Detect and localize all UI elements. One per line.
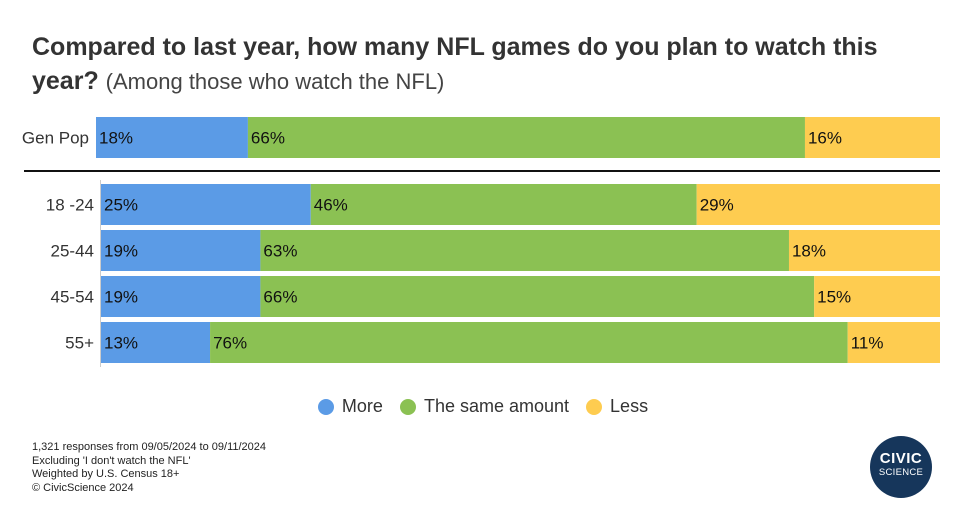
data-label-gen-pop-series-0: 18% (99, 129, 133, 148)
bar-gen-pop-series-0 (96, 117, 248, 158)
data-label-45-54-series-1: 66% (263, 288, 297, 307)
stacked-bar-chart: 18% 66% 16% Gen Pop 25% 46% 29% 18 -24 19% 63% 18%… (22, 117, 940, 367)
bar-25-44-series-0 (101, 230, 261, 271)
bar-18-24-series-1 (310, 184, 697, 225)
legend-label-same: The same amount (423, 396, 570, 416)
category-label-55: 55+ (65, 334, 94, 353)
legend-item-less: Less (586, 396, 648, 417)
bar-55-series-2 (847, 322, 940, 363)
legend-swatch-less (586, 398, 603, 415)
category-label-25-44: 25-44 (51, 242, 94, 261)
data-label-55-series-2: 11% (851, 334, 884, 353)
bar-18-24-series-0 (101, 184, 311, 225)
data-label-55-series-1: 76% (213, 334, 247, 353)
footnote-responses: 1,321 responses from 09/05/2024 to 09/11… (32, 441, 267, 453)
bar-45-54-series-2 (814, 276, 940, 317)
bar-45-54-series-1 (260, 276, 815, 317)
footnotes: 1,321 responses from 09/05/2024 to 09/11… (32, 441, 266, 495)
bar-45-54-series-0 (101, 276, 261, 317)
footnote-exclusion: Excluding 'I don't watch the NFL' (32, 454, 191, 467)
data-label-gen-pop-series-1: 66% (251, 129, 285, 148)
footnote-weighting: Weighted by U.S. Census 18+ (32, 468, 180, 480)
data-label-gen-pop-series-2: 16% (808, 129, 842, 148)
bar-gen-pop-series-2 (804, 117, 940, 158)
data-label-25-44-series-2: 18% (792, 242, 826, 261)
data-label-55-series-0: 13% (104, 334, 138, 353)
civicscience-logo: CIVIC SCIENCE (870, 436, 932, 498)
data-label-25-44-series-0: 19% (104, 242, 138, 261)
logo-line-1: CIVIC (879, 450, 923, 467)
legend-item-same: The same amount (399, 396, 570, 417)
legend-swatch-more (317, 398, 334, 415)
legend-label-more: More (341, 396, 383, 416)
bar-25-44-series-2 (788, 230, 940, 271)
chart-title-sub: (Among those who watch the NFL) (105, 69, 445, 94)
data-label-18-24-series-0: 25% (104, 196, 138, 215)
bar-18-24-series-2 (696, 184, 940, 225)
bar-gen-pop-series-1 (247, 117, 805, 158)
chart-legend: More The same amount Less (0, 396, 966, 420)
data-label-18-24-series-1: 46% (314, 196, 348, 215)
legend-item-more: More (317, 396, 383, 417)
category-label-gen-pop: Gen Pop (22, 129, 89, 148)
category-label-45-54: 45-54 (51, 288, 94, 307)
chart-title-main: Compared to last year, how many NFL game… (32, 33, 878, 95)
logo-line-2: SCIENCE (878, 467, 924, 478)
legend-swatch-same (399, 398, 416, 415)
legend-label-less: Less (610, 396, 649, 416)
bar-55-series-1 (210, 322, 848, 363)
footnote-copyright: © CivicScience 2024 (32, 481, 134, 494)
data-label-45-54-series-0: 19% (104, 288, 138, 307)
data-label-25-44-series-1: 63% (263, 242, 297, 261)
bar-55-series-0 (101, 322, 211, 363)
data-label-18-24-series-2: 29% (700, 196, 734, 215)
chart-title: Compared to last year, how many NFL game… (32, 30, 942, 99)
bar-25-44-series-1 (260, 230, 789, 271)
data-label-45-54-series-2: 15% (817, 288, 851, 307)
category-label-18-24: 18 -24 (46, 196, 94, 215)
